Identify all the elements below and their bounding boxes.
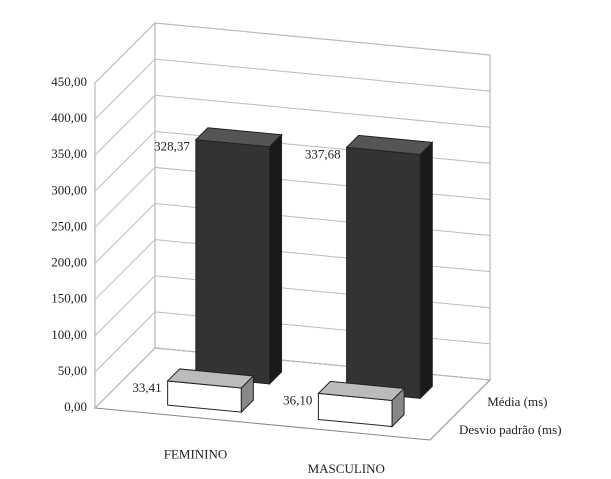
y-tick-label: 400,00	[51, 110, 87, 125]
x-tick-label: FEMININO	[164, 447, 228, 462]
bar-front	[195, 139, 271, 385]
value-label: 328,37	[154, 139, 190, 154]
value-label: 33,41	[132, 380, 161, 395]
grid-line	[94, 58, 491, 120]
bar-side	[419, 141, 433, 400]
bar-side	[269, 133, 283, 386]
bar-front	[346, 146, 421, 399]
grid-line	[94, 22, 491, 84]
y-tick-label: 250,00	[51, 218, 87, 233]
grid-line	[94, 94, 491, 156]
x-tick-label: MASCULINO	[308, 461, 385, 476]
legend-label: Média (ms)	[487, 394, 547, 409]
y-tick-label: 0,00	[64, 399, 87, 414]
legend-label: Desvio padrão (ms)	[459, 422, 562, 437]
value-label: 36,10	[283, 392, 312, 407]
y-tick-label: 350,00	[51, 146, 87, 161]
y-tick-label: 200,00	[51, 255, 87, 270]
y-tick-label: 50,00	[58, 363, 87, 378]
y-tick-label: 100,00	[51, 327, 87, 342]
y-tick-label: 450,00	[51, 74, 87, 89]
bar-side	[240, 374, 254, 414]
y-tick-label: 300,00	[51, 182, 87, 197]
left-wall	[94, 21, 156, 410]
y-tick-label: 150,00	[51, 291, 87, 306]
value-label: 337,68	[305, 146, 341, 161]
bar-side	[391, 387, 405, 428]
